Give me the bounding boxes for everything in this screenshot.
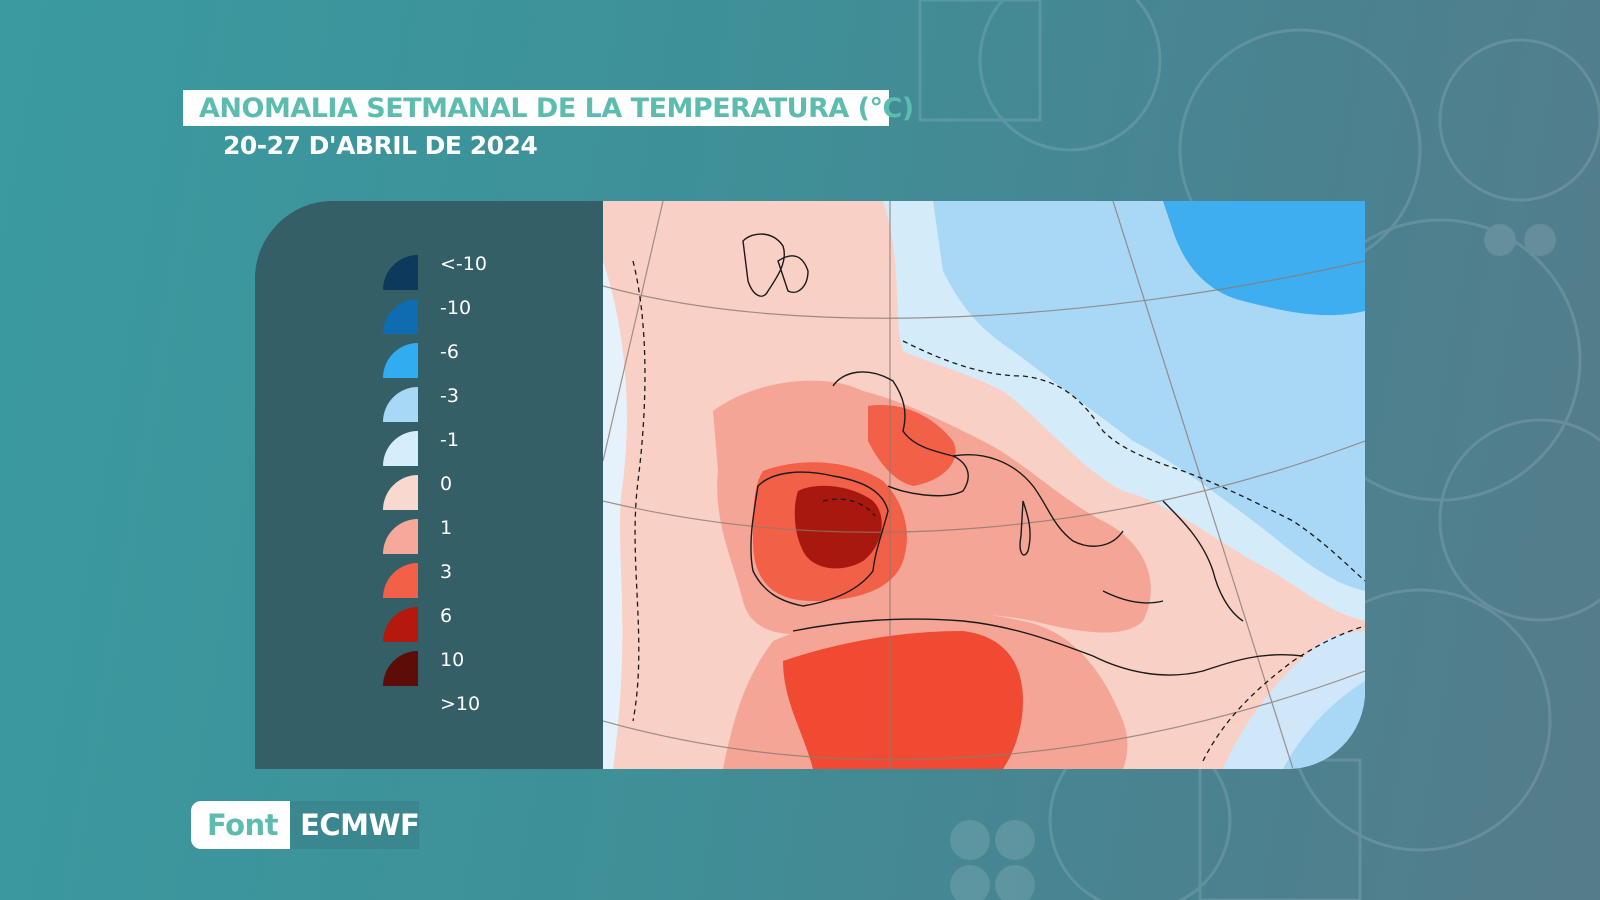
map-panel: <-10 -10 -6 -3 -1 0 1 3 [255,201,1365,769]
legend-item: 0 [383,471,543,511]
legend-item: 3 [383,559,543,599]
legend: <-10 -10 -6 -3 -1 0 1 3 [255,201,603,769]
legend-swatch [383,255,418,290]
legend-swatch [383,387,418,422]
legend-item: -6 [383,339,543,379]
page-title: ANOMALIA SETMANAL DE LA TEMPERATURA (°C) [199,92,914,124]
legend-label: -3 [440,385,459,407]
legend-item: >10 [383,691,543,731]
legend-item: 6 [383,603,543,643]
legend-label: >10 [440,693,481,715]
legend-label: 0 [440,473,453,495]
legend-item: -1 [383,427,543,467]
date-range: 20-27 D'ABRIL DE 2024 [223,131,538,160]
legend-item: <-10 [383,251,543,291]
legend-swatch [383,519,418,554]
legend-swatch [383,299,418,334]
legend-label: <-10 [440,253,487,275]
source-label: Font [191,801,291,849]
temperature-anomaly-map [603,201,1365,769]
legend-swatch [383,607,418,642]
source-credit: Font ECMWF [191,801,419,849]
legend-swatch [383,563,418,598]
legend-swatch [383,475,418,510]
source-name: ECMWF [290,801,419,849]
legend-label: 6 [440,605,453,627]
legend-label: 1 [440,517,453,539]
legend-swatch [383,343,418,378]
legend-label: -1 [440,429,459,451]
legend-label: 10 [440,649,465,671]
map-svg [603,201,1365,769]
legend-label: 3 [440,561,453,583]
legend-item: -3 [383,383,543,423]
title-box: ANOMALIA SETMANAL DE LA TEMPERATURA (°C) [183,90,914,126]
legend-swatch [383,431,418,466]
legend-swatch [383,651,418,686]
legend-label: -10 [440,297,472,319]
legend-item: 10 [383,647,543,687]
background-pattern [918,0,1600,900]
legend-item: -10 [383,295,543,335]
legend-item: 1 [383,515,543,555]
legend-label: -6 [440,341,459,363]
